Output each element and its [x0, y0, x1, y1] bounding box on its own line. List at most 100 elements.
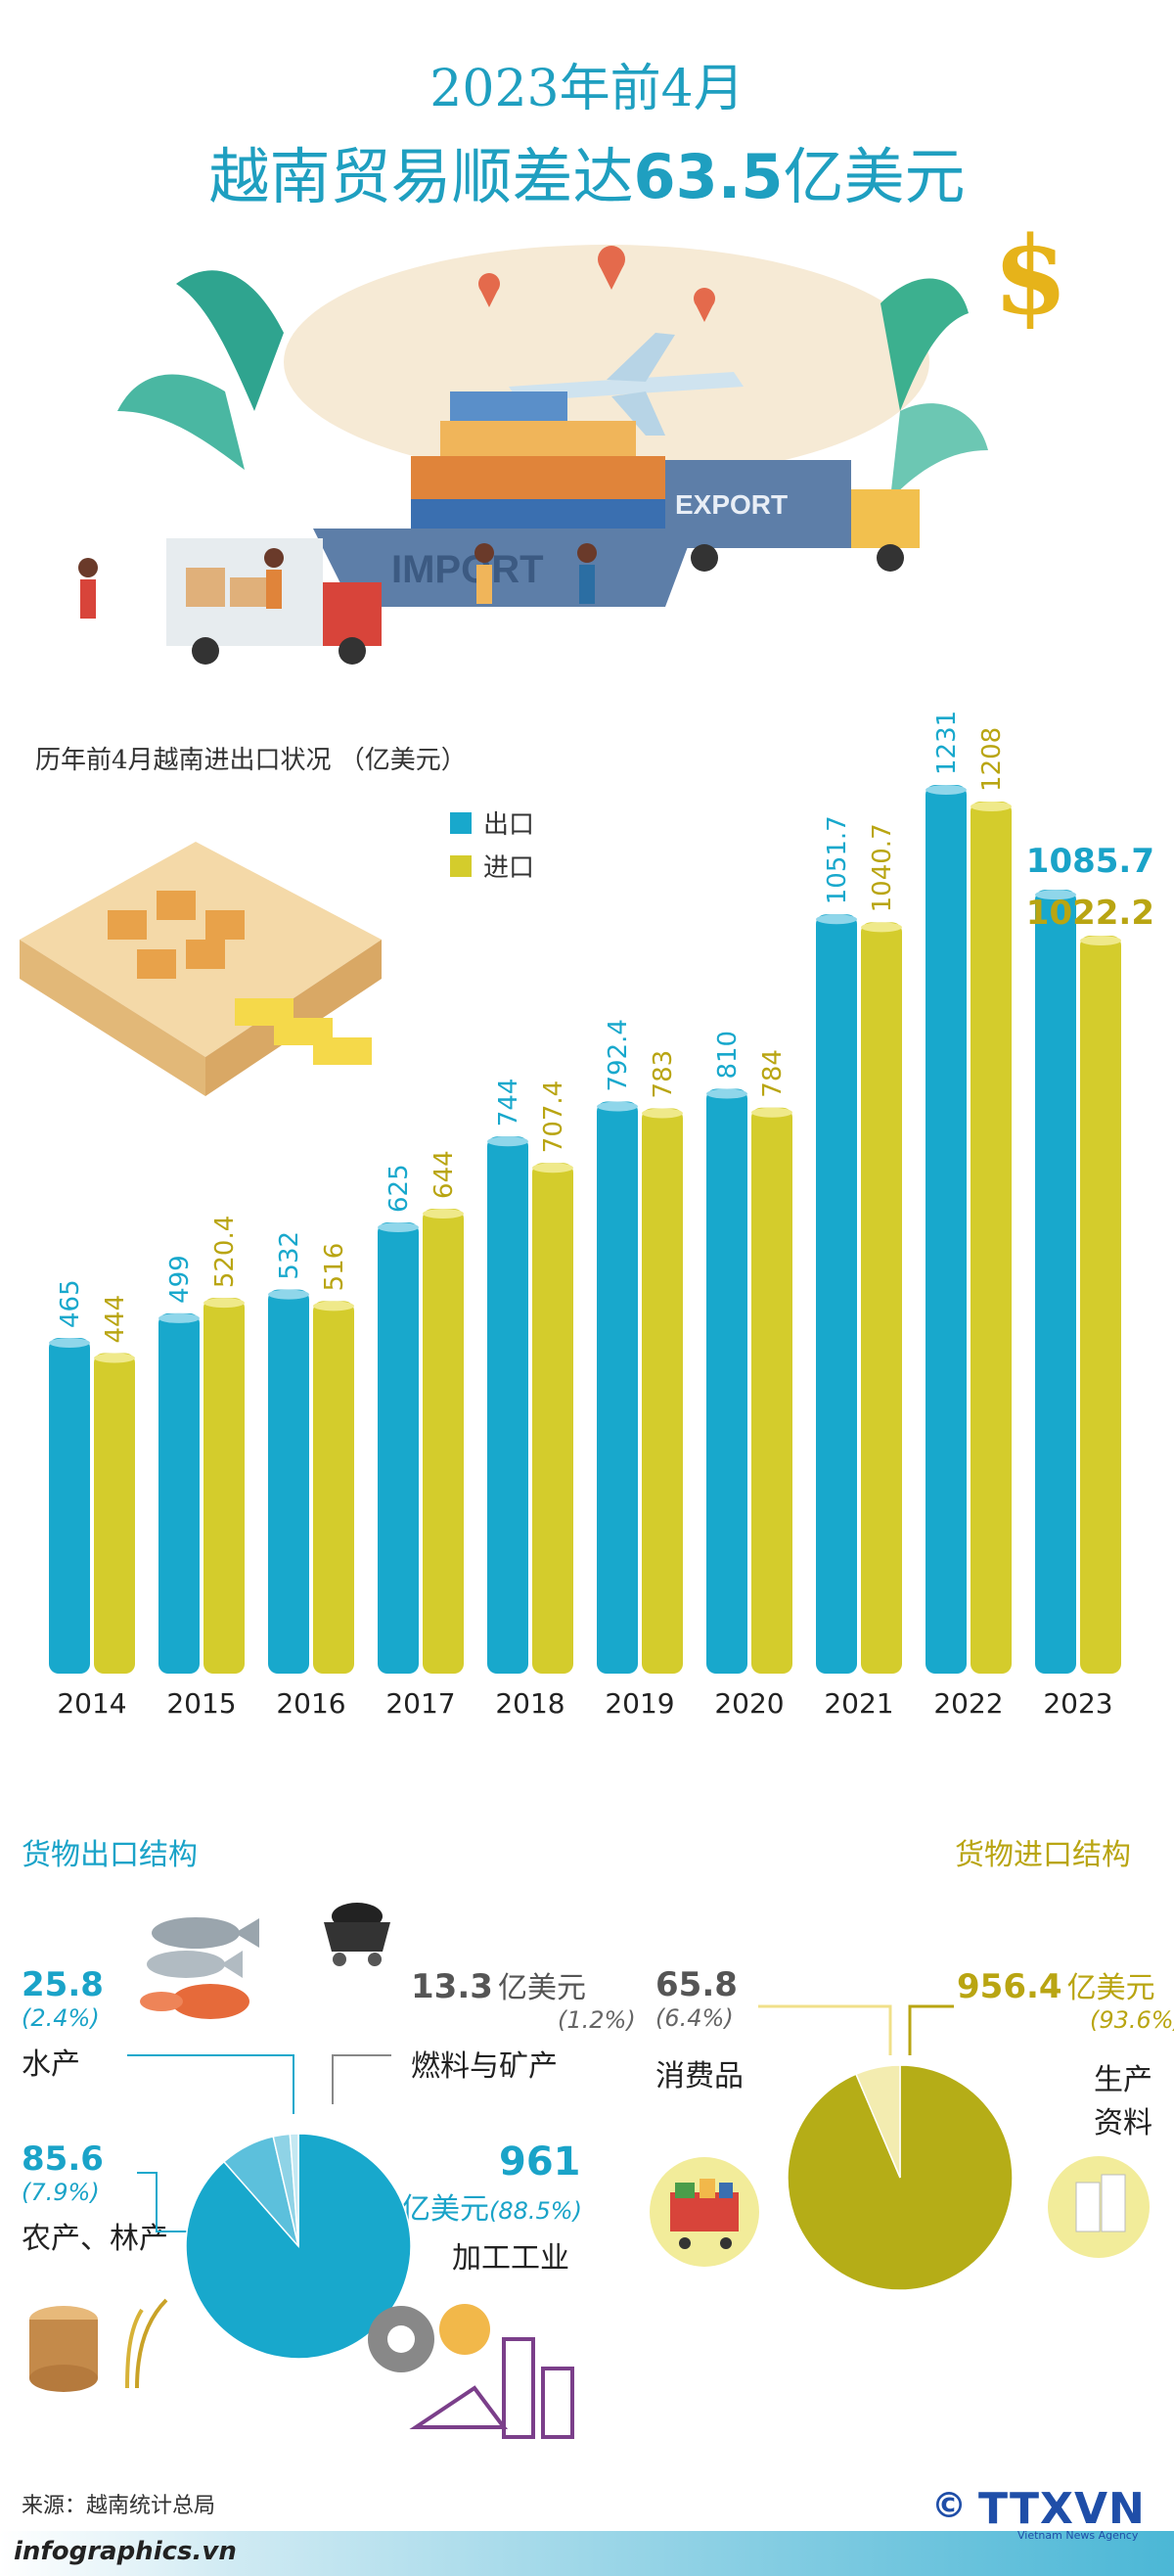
value-label-import-2014: 444	[101, 1295, 130, 1344]
bar-import-2022	[971, 801, 1012, 1674]
bar-export-2017	[378, 1221, 419, 1674]
people-figures	[78, 543, 597, 619]
consumer-label: 消费品	[655, 2059, 744, 2093]
seafood-label: 水产	[22, 2047, 80, 2082]
export-item-fuel: 13.3 亿美元 (1.2%) 燃料与矿产	[411, 1963, 636, 2085]
legend-label-export: 出口	[483, 810, 535, 840]
value-label-import-2022: 1208	[977, 727, 1007, 792]
shopping-cart-icon	[650, 2157, 759, 2267]
fuel-label: 燃料与矿产	[411, 2049, 558, 2084]
import-structure-title: 货物进口结构	[955, 1838, 1131, 1872]
fuel-value: 13.3	[411, 1967, 493, 2006]
value-label-import-2019: 783	[649, 1050, 678, 1099]
leaf-right	[880, 278, 969, 411]
export-pie-chart	[127, 2054, 412, 2360]
x-tick-2020: 2020	[714, 1687, 784, 1720]
source-note: 来源：越南统计总局	[22, 2494, 216, 2518]
brand-logo: TTXVN	[978, 2484, 1146, 2534]
fuel-unit: 亿美元	[497, 1971, 586, 2005]
ship: IMPORT	[313, 529, 695, 607]
x-tick-2022: 2022	[933, 1687, 1003, 1720]
bar-cap-import-2014	[94, 1353, 135, 1363]
title-prefix: 越南贸易顺差达	[208, 141, 634, 212]
bar-export-2020	[706, 1088, 747, 1674]
x-tick-2018: 2018	[495, 1687, 564, 1720]
bar-cap-export-2018	[487, 1136, 528, 1147]
value-label-export-2016: 532	[275, 1231, 304, 1280]
production-label-2: 资料	[1094, 2106, 1152, 2140]
leaf-right-2	[890, 403, 988, 499]
value-label-export-2022: 1231	[932, 711, 962, 775]
production-label-1: 生产	[1094, 2063, 1152, 2097]
delivery-truck	[166, 538, 382, 665]
bar-cap-import-2016	[313, 1301, 354, 1311]
copyright-symbol: ©	[931, 2486, 967, 2526]
processing-label: 加工工业	[452, 2241, 569, 2276]
x-tick-2023: 2023	[1043, 1687, 1112, 1720]
x-tick-2019: 2019	[605, 1687, 674, 1720]
bar-import-2016	[313, 1301, 354, 1674]
bar-cap-import-2019	[642, 1108, 683, 1119]
agri-value: 85.6	[22, 2139, 104, 2179]
export-item-agri: 85.6 (7.9%) 农产、林产	[22, 2139, 168, 2257]
x-tick-2014: 2014	[57, 1687, 126, 1720]
bar-import-2023	[1080, 936, 1121, 1674]
import-pie	[787, 2064, 1014, 2290]
bar-import-2014	[94, 1353, 135, 1674]
bar-cap-import-2018	[532, 1163, 573, 1173]
bar-export-2018	[487, 1136, 528, 1674]
paper-roll-icon	[1048, 2156, 1150, 2258]
export-item-seafood: 25.8 (2.4%) 水产	[22, 1965, 104, 2083]
bar-import-2015	[203, 1298, 245, 1674]
bars-layer	[49, 785, 1121, 1674]
bar-import-2018	[532, 1163, 573, 1674]
hero-illustration: IMPORT EXPORT $	[78, 215, 1068, 665]
footer-site[interactable]: infographics.vn	[14, 2537, 237, 2566]
value-label-export-2017: 625	[384, 1164, 414, 1213]
value-label-import-2023: 1022.2	[1026, 894, 1154, 933]
production-leader-line	[908, 2004, 954, 2055]
bar-cap-export-2019	[597, 1101, 638, 1112]
value-label-import-2016: 516	[320, 1243, 349, 1292]
import-pie-chart	[758, 2004, 1014, 2290]
warehouse-illustration	[20, 842, 382, 1096]
bar-import-2017	[423, 1208, 464, 1674]
seafood-leader-line	[127, 2054, 294, 2114]
bar-export-2015	[158, 1312, 200, 1674]
bar-cap-export-2017	[378, 1221, 419, 1232]
bar-cap-export-2023	[1035, 890, 1076, 900]
chart-caption: 历年前4月越南进出口状况 （亿美元）	[35, 746, 467, 775]
legend-item-export: 出口	[450, 805, 534, 841]
seafood-icon	[140, 1917, 259, 2019]
bar-chart: 465 444 499 520.4 532 516 625 644 744 707.4 792.4 7…	[49, 711, 1154, 1720]
bar-cap-export-2022	[926, 785, 967, 795]
title-number: 63.5	[633, 141, 784, 212]
legend-swatch-import	[450, 854, 472, 877]
value-label-import-2021: 1040.7	[868, 823, 897, 912]
title-suffix: 亿美元	[783, 141, 966, 212]
processing-value: 961	[499, 2139, 581, 2185]
consumer-leader-line	[758, 2004, 892, 2055]
bar-cap-import-2015	[203, 1298, 245, 1309]
fuel-leader-line	[332, 2054, 391, 2104]
leaf-left	[176, 270, 284, 411]
location-pin-icon	[478, 246, 715, 322]
import-item-production: 956.4 亿美元 (93.6%) 生产 资料	[957, 1963, 1174, 2141]
pie-slice-fuel	[289, 2133, 299, 2247]
processing-unit: 亿美元	[401, 2192, 489, 2227]
x-tick-2021: 2021	[824, 1687, 893, 1720]
processing-pct: (88.5%)	[489, 2197, 582, 2225]
bar-cap-import-2020	[751, 1107, 792, 1118]
agri-pct: (7.9%)	[22, 2179, 100, 2206]
value-label-export-2020: 810	[713, 1031, 743, 1080]
fuel-pct: (1.2%)	[558, 2006, 636, 2034]
bar-cap-export-2020	[706, 1088, 747, 1099]
bar-cap-export-2016	[268, 1289, 309, 1300]
legend-label-import: 进口	[483, 853, 535, 883]
bar-import-2019	[642, 1108, 683, 1674]
production-value: 956.4	[957, 1967, 1062, 2006]
legend-swatch-export	[450, 811, 472, 834]
export-structure-title: 货物出口结构	[22, 1838, 198, 1872]
title-line-1: 2023年前4月	[429, 60, 745, 118]
leaf-left-2	[117, 374, 245, 470]
